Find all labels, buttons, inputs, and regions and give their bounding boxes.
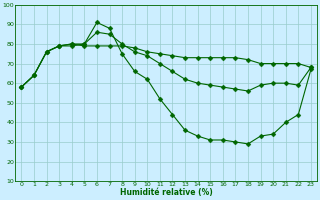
X-axis label: Humidité relative (%): Humidité relative (%) <box>120 188 212 197</box>
